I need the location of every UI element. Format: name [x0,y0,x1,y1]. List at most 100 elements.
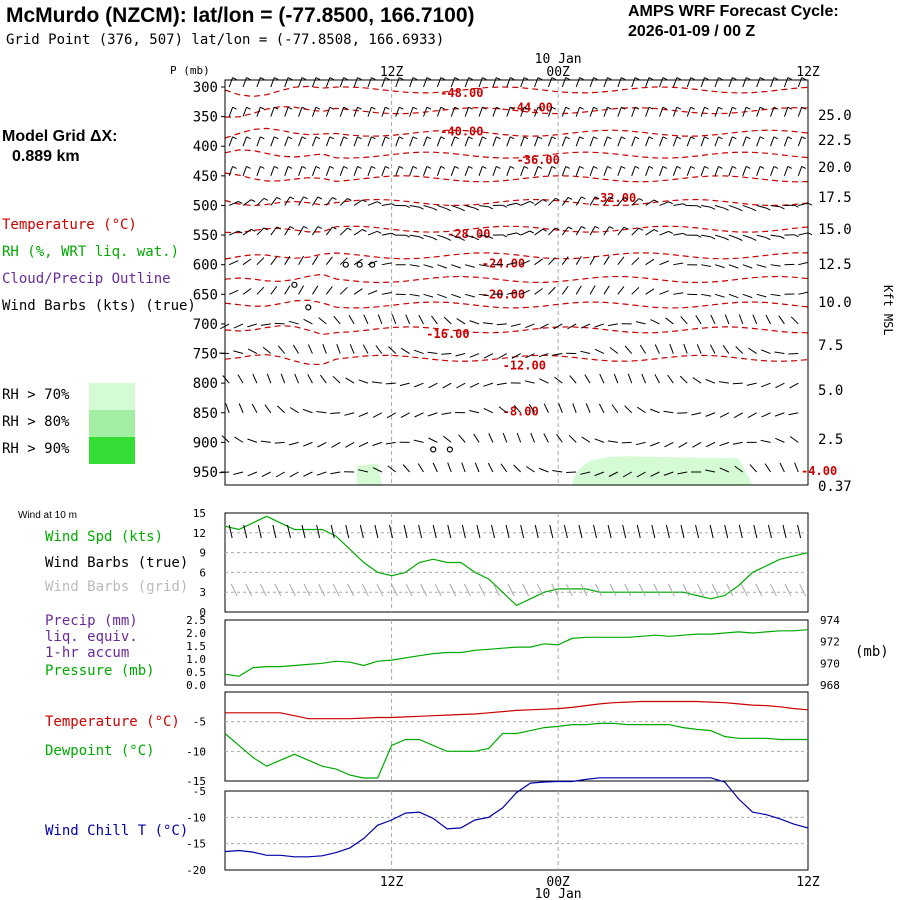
wind-barb-flag [371,77,376,81]
pressure-tick-label: 970 [820,657,840,670]
grid-wind-barb [318,583,326,597]
grid-wind-barb [755,583,763,597]
wind-barb-flag [246,77,251,81]
wind-barb-flag [276,196,282,200]
wind-barb [311,107,317,117]
wind-barb-flag [704,165,709,169]
wind-barb [513,404,522,414]
wind-barb [525,323,535,329]
wind-barb [664,441,674,448]
height-tick-label: 7.5 [818,338,843,354]
wind-barb [492,166,497,177]
wind-barb [561,77,567,88]
wind-barb [330,412,341,414]
legend-rh80: RH > 80% [2,414,70,430]
wind-barb [617,136,622,147]
wind-barb [483,382,494,387]
wind-barb-flag [347,198,352,201]
wind-barb [432,462,438,473]
grid-wind-barb [405,583,413,597]
wind-barb [728,204,739,210]
sfc-wind-barb [476,524,481,539]
wind-barb [673,232,684,236]
height-tick-label: 25.0 [818,108,852,124]
wind-barb [443,435,452,443]
wind-barb-flag [607,165,612,169]
wind-barb [436,166,442,177]
wind-barb [427,351,438,355]
wind-barb [325,197,333,206]
wind-barb-flag [412,136,418,140]
wind-barb [742,234,753,239]
sfc-wind-barb [709,524,714,539]
wind-barb [673,292,684,295]
grid-wind-barb [711,583,719,597]
sfc-wind-barb [301,524,306,539]
wind-barb [714,204,725,209]
wind-barb [798,202,809,206]
wind-barb [437,234,447,239]
wind-barb-flag [732,106,737,110]
temperature-contour [224,127,809,139]
wind-barb-flag [676,77,682,81]
wind-barb-flag [704,136,709,140]
model-grid-value: 0.889 km [12,148,80,165]
wind-barb [447,462,452,473]
wind-barb [381,77,386,88]
wind-barb [705,441,716,448]
wind-barb-flag [496,77,501,81]
wind-barb-flag [343,136,348,140]
panel-frame [224,512,809,613]
grid-wind-barb [784,583,792,597]
legend-wind-chill: Wind Chill T (°C) [45,823,189,839]
wind-barb-flag [426,77,432,81]
wind-barb-flag [273,77,279,81]
wind-barb [701,204,712,208]
wind-barb [645,199,655,206]
sfc-wind-barb [491,524,496,539]
pressure-tick-label: 450 [193,169,218,185]
wind-barb [673,262,684,266]
wind-barb-flag [537,136,543,140]
wind-barb-flag [668,230,674,234]
legend-rh70: RH > 70% [2,387,70,403]
wind-barb [221,435,230,443]
wind-barb-flag [303,225,308,229]
wind-barb-flag [676,106,682,110]
pressure-unit: (mb) [855,644,889,660]
wind-barb [680,316,688,325]
wind-barb-flag [662,136,668,140]
wind-barb [548,197,556,206]
wind-barb-flag [732,165,737,169]
wind-barb [242,107,247,117]
wind-barb [431,315,438,325]
wind-barb [270,136,275,147]
wind-barb [520,289,531,295]
wind-barb [409,204,420,208]
wind-barb [316,411,327,414]
wind-barb-flag [773,136,779,140]
panel-tick-label: -10 [186,811,206,824]
wind-barb-flag [347,227,352,231]
wind-barb [284,255,291,265]
wind-barb-flag [287,136,293,140]
wind-barb-flag [567,196,573,200]
wind-barb [247,438,258,443]
wind-barb-flag [301,165,307,169]
wind-barb-flag [780,206,785,210]
wind-barb-flag [371,165,376,169]
wind-barb [437,264,447,269]
wind-barb [761,382,771,388]
height-tick-label: 17.5 [818,190,852,206]
wind-barb [478,264,489,267]
panel-frame [224,790,809,871]
wind-barb [242,228,252,236]
grid-wind-barb [565,583,573,597]
wind-barb [469,320,480,325]
wind-barb [700,77,705,88]
wind-barb-flag [609,196,614,200]
wind-barb [609,347,619,354]
wind-barb-flag [273,136,279,140]
wind-barb [641,373,647,384]
wind-barb-flag [593,77,598,81]
